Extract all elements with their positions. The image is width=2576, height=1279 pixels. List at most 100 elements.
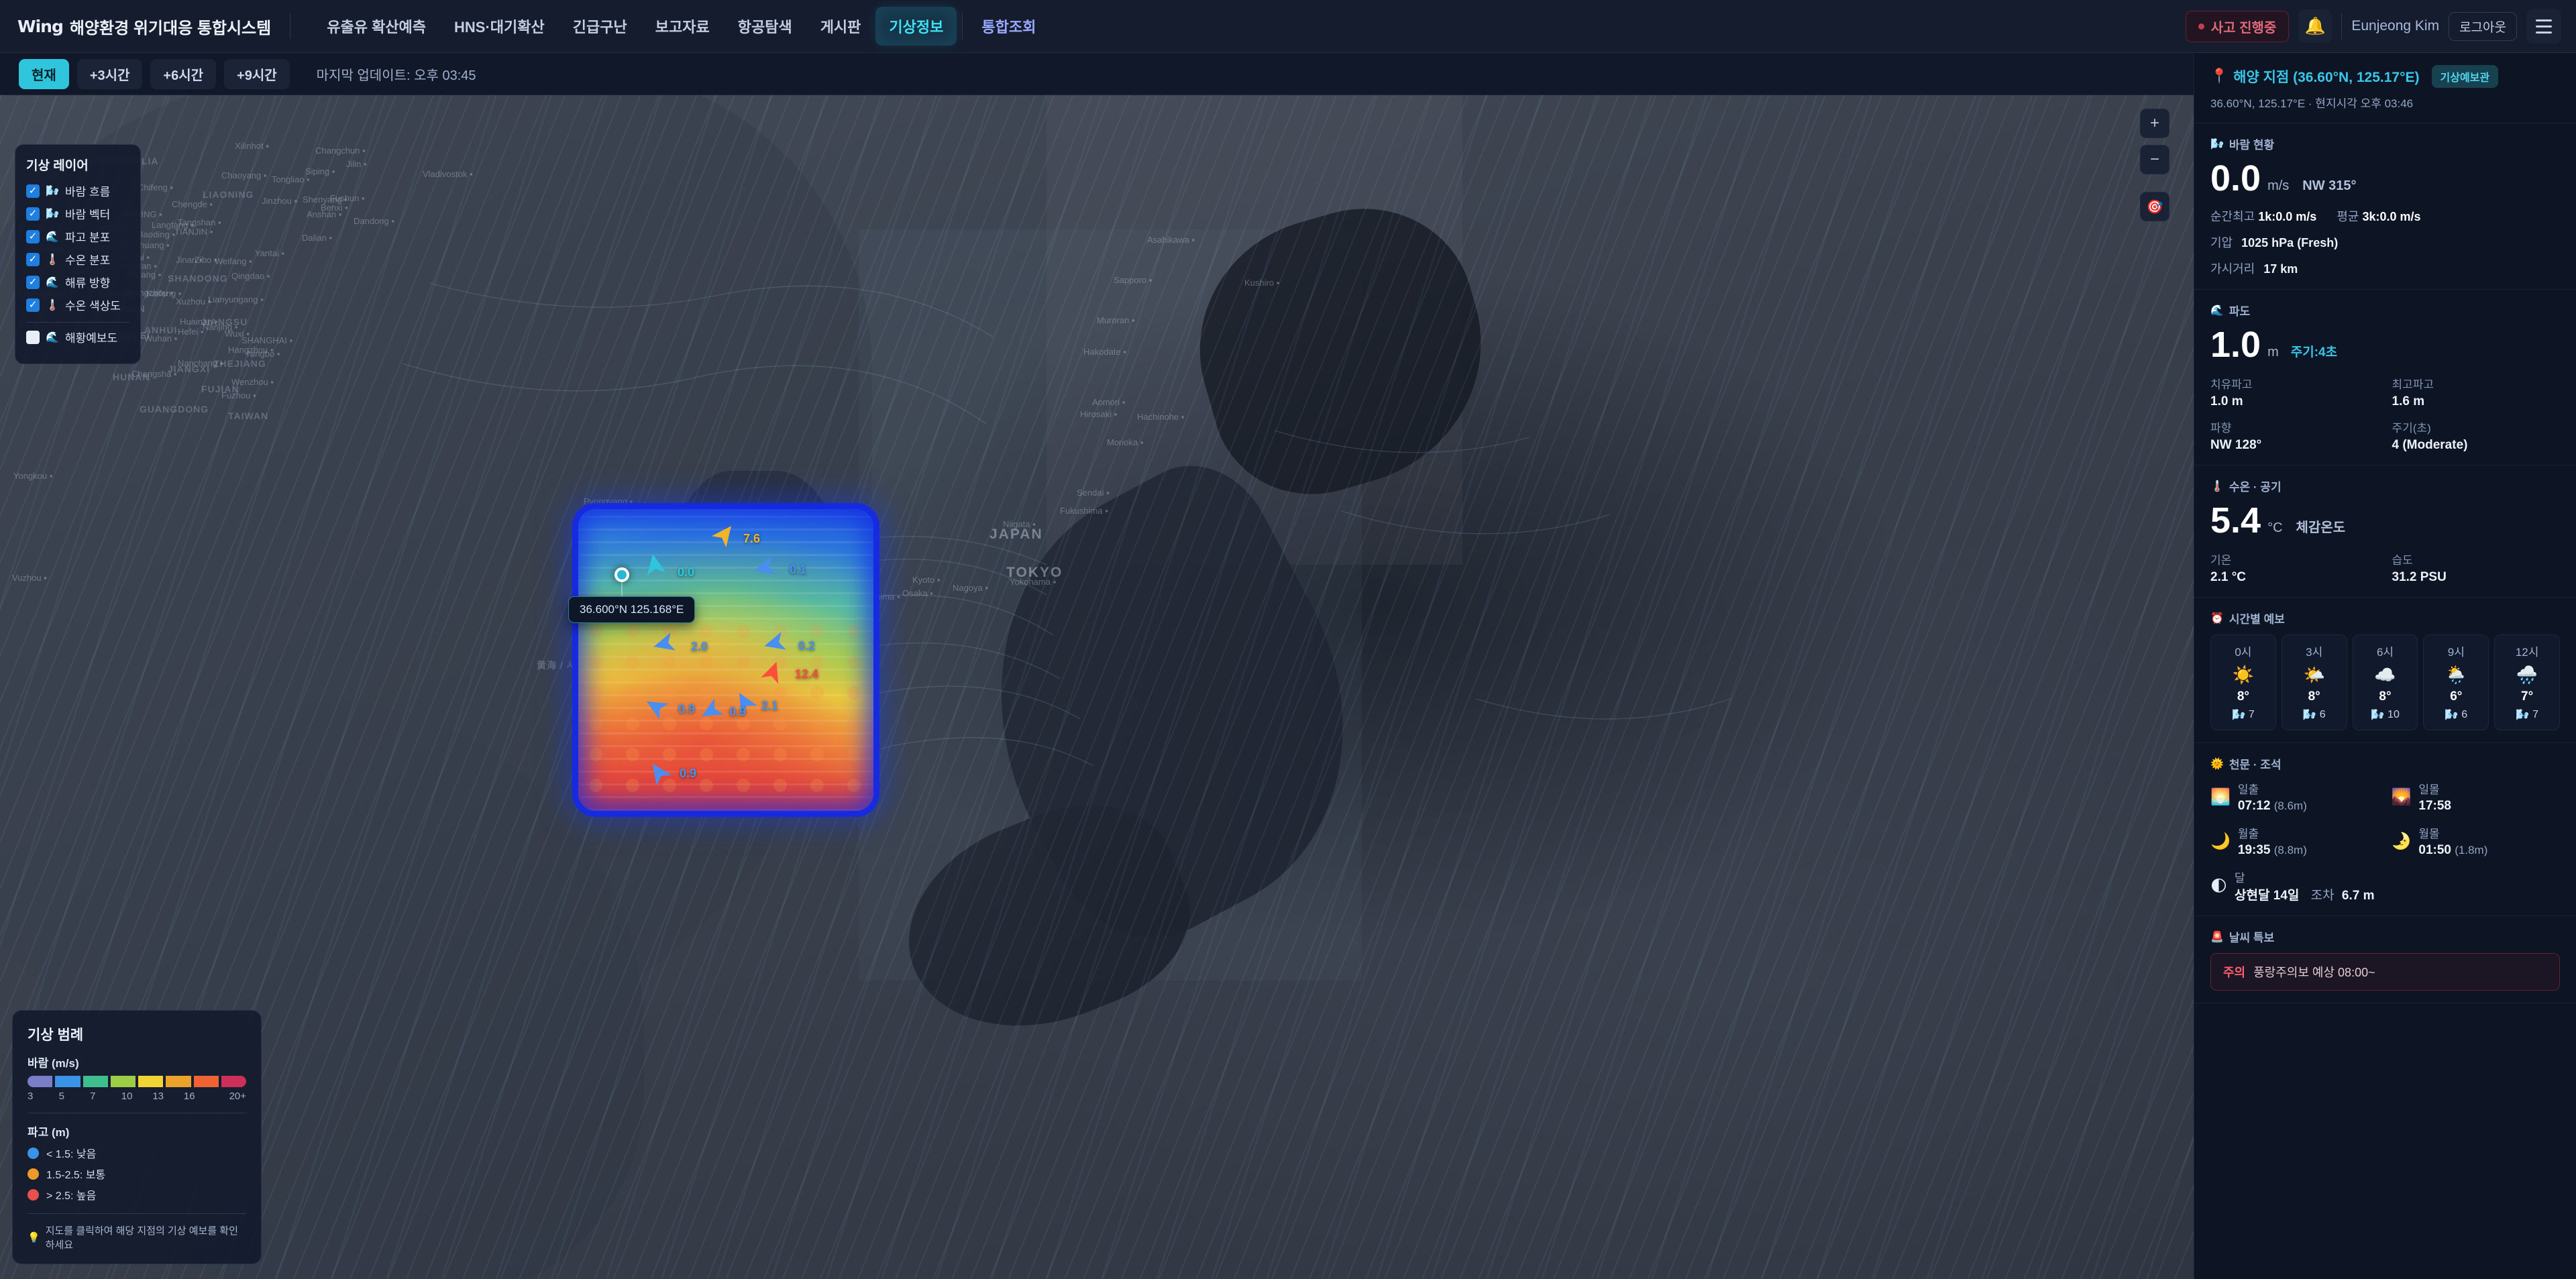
layer-checkbox[interactable] xyxy=(26,330,40,344)
nav-tab-4[interactable]: 항공탐색 xyxy=(737,19,792,36)
weather-condition-icon: 🌤️ xyxy=(2303,665,2325,685)
time-button-0[interactable]: 현재 xyxy=(19,58,69,89)
layer-checkbox[interactable] xyxy=(26,252,40,266)
zoom-out-button[interactable]: − xyxy=(2140,145,2169,174)
wind-value-label: 0.9 xyxy=(678,702,696,716)
time-button-3[interactable]: +9시간 xyxy=(224,58,290,89)
weather-alert-section: 🚨 날씨 특보 주의 풍랑주의보 예상 08:00~ xyxy=(2194,916,2576,1003)
layer-icon: 🌡️ xyxy=(46,254,59,266)
layer-checkbox[interactable] xyxy=(26,275,40,289)
time-control-bar: 현재 +3시간 +6시간 +9시간 마지막 업데이트: 오후 03:45 xyxy=(0,53,2194,95)
nav-tab-2[interactable]: 긴급구난 xyxy=(572,19,627,36)
stat-label: 주기(초) xyxy=(2392,422,2431,435)
nav-tab-5[interactable]: 게시판 xyxy=(820,19,861,36)
time-button-1[interactable]: +3시간 xyxy=(76,58,143,89)
heatmap-dot xyxy=(663,717,676,730)
heatmap-dot xyxy=(737,655,750,669)
user-name-label: Eunjeong Kim xyxy=(2351,18,2440,34)
moon-phase-text: 상현달 14일 xyxy=(2235,889,2300,903)
nav-tab-3[interactable]: 보고자료 xyxy=(655,19,710,36)
nav-tab-1[interactable]: HNS·대기확산 xyxy=(454,19,545,36)
sun-icon: 🌞 xyxy=(2210,758,2224,770)
layer-checkbox[interactable] xyxy=(26,207,40,221)
hourly-card-4[interactable]: 12시 🌧️ 7° 🌬️ 7 xyxy=(2494,634,2560,730)
heatmap-dot xyxy=(810,624,824,638)
heatmap-dot xyxy=(810,779,824,792)
layer-row-3[interactable]: 🌡️ 수온 분포 xyxy=(26,251,129,268)
wind-tick-3: 10 xyxy=(121,1091,133,1102)
alert-item[interactable]: 주의 풍랑주의보 예상 08:00~ xyxy=(2210,953,2560,991)
layer-checkbox[interactable] xyxy=(26,184,40,198)
menu-button[interactable] xyxy=(2526,9,2561,44)
wind-speed-unit: m/s xyxy=(2267,178,2290,193)
hourly-card-3[interactable]: 9시 🌦️ 6° 🌬️ 6 xyxy=(2423,634,2489,730)
brand-logo[interactable]: Wing 해양환경 위기대응 통합시스템 xyxy=(0,15,286,38)
wave-icon: 🌊 xyxy=(46,331,59,343)
astro-value: 19:35 (8.8m) xyxy=(2237,843,2307,857)
nav-tab-6[interactable]: 기상정보 xyxy=(875,7,957,46)
logout-button[interactable]: 로그아웃 xyxy=(2449,11,2517,41)
stat-label: 습도 xyxy=(2392,554,2413,567)
weather-condition-icon: ☀️ xyxy=(2232,665,2255,685)
wave-legend-label: < 1.5: 낮음 xyxy=(46,1149,97,1160)
layer-checkbox[interactable] xyxy=(26,298,40,312)
hamburger-line xyxy=(2536,19,2552,21)
layer-label: 수온 분포 xyxy=(65,254,111,267)
avg-key: 3k: xyxy=(2362,210,2380,223)
heatmap-dot xyxy=(847,655,861,669)
wind-icon: 🌬️ xyxy=(2302,710,2316,721)
layer-checkbox[interactable] xyxy=(26,229,40,243)
pin-icon: 📍 xyxy=(2210,68,2229,84)
wave-stat-item-0: 치유파고 1.0 m xyxy=(2210,375,2379,409)
layer-row-4[interactable]: 🌊 해류 방향 xyxy=(26,274,129,290)
zoom-in-button[interactable]: + xyxy=(2140,109,2169,138)
notification-bell-button[interactable]: 🔔 xyxy=(2298,9,2332,43)
wind-value-label: 0.2 xyxy=(798,639,816,653)
stat-value: 1.6 m xyxy=(2392,394,2425,408)
wave-period-tag: 주기:4초 xyxy=(2290,345,2338,359)
heatmap-dot xyxy=(626,748,639,761)
hourly-card-1[interactable]: 3시 🌤️ 8° 🌬️ 6 xyxy=(2281,634,2347,730)
time-button-2[interactable]: +6시간 xyxy=(150,58,217,89)
layer-row-1[interactable]: 🌬️ 바람 벡터 xyxy=(26,205,129,222)
nav-tab-0[interactable]: 유출유 확산예측 xyxy=(327,19,427,36)
astro-grid: 🌅 일출 07:12 (8.6m) 🌄 일몰 17:58 🌙 월출 19:35 (8.8m) 🌛 월… xyxy=(2210,780,2560,858)
forecaster-badge[interactable]: 기상예보관 xyxy=(2431,65,2499,88)
heatmap-dot xyxy=(700,655,713,669)
wave-height-row: 1.0 m 주기:4초 xyxy=(2210,327,2560,363)
hour-temperature: 7° xyxy=(2521,689,2534,704)
wind-tick-6: 20+ xyxy=(229,1091,247,1102)
legend-hint-text: 지도를 클릭하여 해당 지점의 기상 예보를 확인하세요 xyxy=(45,1225,238,1251)
moon-phase-value: 상현달 14일 조차 6.7 m xyxy=(2235,885,2374,903)
heatmap-dot xyxy=(589,779,602,792)
layer-label: 바람 흐름 xyxy=(65,186,111,199)
lightbulb-icon: 💡 xyxy=(28,1232,40,1243)
clock-icon: ⏰ xyxy=(2210,612,2224,624)
locate-target-icon[interactable]: 🎯 xyxy=(2140,192,2169,221)
layer-row-0[interactable]: 🌬️ 바람 흐름 xyxy=(26,182,129,199)
weather-condition-icon: 🌦️ xyxy=(2445,665,2467,685)
astro-sub: (1.8m) xyxy=(2455,844,2488,856)
hourly-card-0[interactable]: 0시 ☀️ 8° 🌬️ 7 xyxy=(2210,634,2276,730)
hourly-forecast-section: ⏰ 시간별 예보 0시 ☀️ 8° 🌬️ 7 3시 🌤️ 8° 🌬️ 6 6시 ☁️ 8° 🌬️ 10 9시 🌦… xyxy=(2194,598,2576,743)
nav-tab-7[interactable]: 통합조회 xyxy=(981,19,1036,36)
hourly-card-2[interactable]: 6시 ☁️ 8° 🌬️ 10 xyxy=(2352,634,2418,730)
layer-row-forecast-chart[interactable]: 🌊 해황예보도 xyxy=(26,329,129,345)
heatmap-dot xyxy=(737,717,750,730)
astro-label: 월몰 xyxy=(2418,828,2440,840)
selected-point-marker[interactable] xyxy=(614,567,629,582)
wave-legend-rows: < 1.5: 낮음 1.5-2.5: 보통 > 2.5: 높음 xyxy=(28,1145,246,1203)
layer-row-2[interactable]: 🌊 파고 분포 xyxy=(26,228,129,245)
sea-temperature-heatmap[interactable] xyxy=(578,509,873,811)
wind-swatch-2 xyxy=(83,1076,108,1087)
gust-key: 1k: xyxy=(2258,210,2276,223)
wave-legend-label: 1.5-2.5: 보통 xyxy=(46,1170,106,1181)
wave-legend-row-2: > 2.5: 높음 xyxy=(28,1186,246,1203)
heatmap-dot xyxy=(663,686,676,700)
incident-status-badge[interactable]: 사고 진행중 xyxy=(2185,10,2290,42)
heatmap-dot xyxy=(700,624,713,638)
wave-legend-row-1: 1.5-2.5: 보통 xyxy=(28,1166,246,1182)
weather-map[interactable]: Xilinhot ▪Chaoyang ▪Chifeng ▪INNER MONGO… xyxy=(0,95,2194,1279)
layer-row-5[interactable]: 🌡️ 수온 색상도 xyxy=(26,296,129,313)
astro-label: 일몰 xyxy=(2418,783,2440,796)
